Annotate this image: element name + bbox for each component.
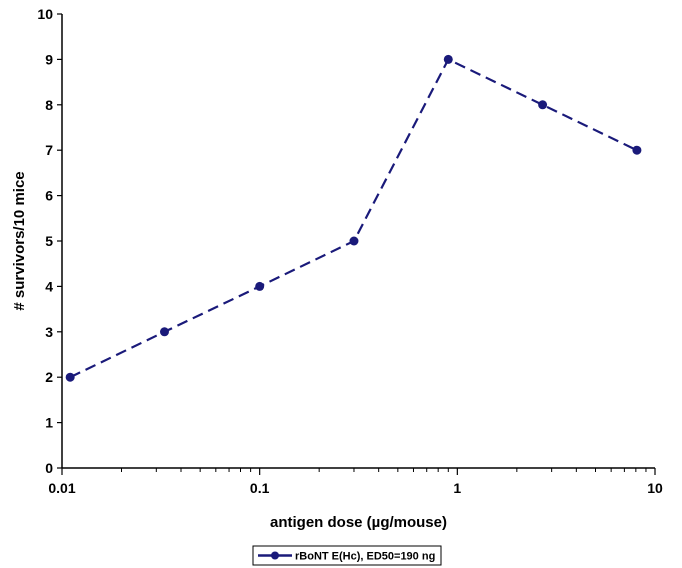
y-tick-label: 8 xyxy=(45,97,53,113)
y-tick-label: 10 xyxy=(37,6,53,22)
data-point xyxy=(443,54,453,64)
x-tick-label: 0.1 xyxy=(250,480,270,496)
x-tick-label: 1 xyxy=(453,480,461,496)
y-tick-label: 0 xyxy=(45,460,53,476)
y-tick-label: 6 xyxy=(45,188,53,204)
series-line xyxy=(69,57,638,379)
y-axis-title: # survivors/10 mice xyxy=(11,171,28,310)
y-tick-label: 2 xyxy=(45,369,53,385)
y-axis-ticks: 0 1 2 3 4 5 6 7 8 9 10 xyxy=(37,6,62,476)
data-point xyxy=(65,372,75,382)
legend-marker-sample xyxy=(271,551,279,560)
y-tick-label: 3 xyxy=(45,324,53,340)
y-tick-label: 4 xyxy=(45,278,53,294)
x-axis-ticks: 0.01 0.1 1 10 xyxy=(48,468,663,496)
y-tick-label: 9 xyxy=(45,51,53,67)
x-tick-label: 0.01 xyxy=(48,480,75,496)
legend: rBoNT E(Hc), ED50=190 ng xyxy=(252,545,442,566)
legend-entry-label: rBoNT E(Hc), ED50=190 ng xyxy=(295,551,435,563)
data-point xyxy=(538,100,548,110)
legend-box xyxy=(252,545,442,566)
data-point xyxy=(349,236,359,246)
y-tick-label: 1 xyxy=(45,415,53,431)
y-tick-label: 7 xyxy=(45,142,53,158)
x-axis-title: antigen dose (µg/mouse) xyxy=(270,514,447,531)
series-layer xyxy=(65,54,642,382)
data-point xyxy=(255,281,265,291)
data-point xyxy=(159,327,169,337)
x-tick-label: 10 xyxy=(647,480,663,496)
y-tick-label: 5 xyxy=(45,233,53,249)
data-point xyxy=(632,145,642,155)
